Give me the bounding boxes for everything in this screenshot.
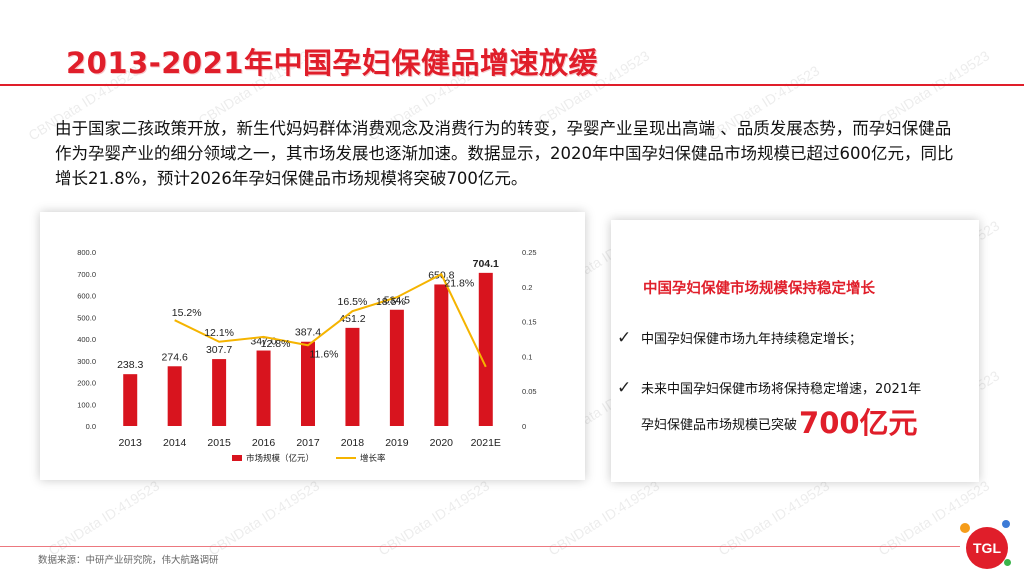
growth-rate-label: 21.8% <box>444 277 474 289</box>
intro-paragraph: 由于国家二孩政策开放，新生代妈妈群体消费观念及消费行为的转变，孕婴产业呈现出高端… <box>55 119 954 188</box>
market-size-chart: 0.0 100.0 200.0 300.0 400.0 500.0 600.0 700.0 80… <box>77 248 537 463</box>
bar <box>212 359 227 426</box>
x-tick-label: 2015 <box>207 437 231 449</box>
summary-point-text: 中国孕妇保健市场九年持续稳定增长； <box>641 332 863 347</box>
bar <box>301 341 315 426</box>
y-right-tick-label: 0.15 <box>522 318 537 327</box>
y-right-tick-label: 0.1 <box>522 352 532 361</box>
y-left-tick-label: 400.0 <box>77 335 96 344</box>
summary-heading: 中国孕妇保健市场规模保持稳定增长 <box>643 281 875 297</box>
growth-rate-label: 15.2% <box>172 307 202 319</box>
bar-value-label: 534.5 <box>384 295 410 307</box>
legend-line-label: 增长率 <box>360 453 386 463</box>
y-left-tick-label: 200.0 <box>77 379 96 388</box>
y-right-tick-label: 0.2 <box>522 283 532 292</box>
bar-value-label: 704.1 <box>473 258 499 270</box>
growth-rate-label: 12.1% <box>204 327 234 339</box>
x-tick-label: 2018 <box>341 437 365 449</box>
bar <box>123 374 138 426</box>
data-source: 数据来源：中研产业研究院，伟大航路调研 <box>38 555 219 566</box>
highlight-row: 孕妇保健品市场规模已突破700亿元 <box>641 400 918 442</box>
x-tick-label: 2014 <box>163 437 187 449</box>
y-right-tick-label: 0.05 <box>522 387 537 396</box>
growth-rate-label: 18.5% <box>376 296 406 308</box>
page-title: 2013-2021年中国孕妇保健品增速放缓 <box>66 46 598 80</box>
bar <box>167 366 182 426</box>
bar-value-label: 274.6 <box>162 351 188 363</box>
chart-card: 0.0 100.0 200.0 300.0 400.0 500.0 600.0 700.0 80… <box>40 212 585 480</box>
check-icon: ✓ <box>617 378 632 398</box>
y-left-tick-label: 100.0 <box>77 400 96 409</box>
logo-dot <box>1002 520 1010 528</box>
x-tick-label: 2017 <box>296 437 320 449</box>
legend-bar-swatch <box>232 455 242 461</box>
bar <box>478 272 493 426</box>
summary-card: 中国孕妇保健市场规模保持稳定增长 ✓ 中国孕妇保健市场九年持续稳定增长； ✓ 未… <box>611 220 979 482</box>
y-left-tick-label: 300.0 <box>77 357 96 366</box>
logo-dot <box>1004 559 1011 566</box>
x-tick-label: 2013 <box>119 437 143 449</box>
footer-divider <box>0 546 960 547</box>
y-left-tick-label: 0.0 <box>86 422 96 431</box>
highlight-value: 700亿元 <box>799 406 918 440</box>
growth-line <box>174 272 487 368</box>
bar <box>256 350 271 426</box>
y-left-tick-label: 600.0 <box>77 292 96 301</box>
bar <box>434 284 449 426</box>
bar-value-label: 238.3 <box>117 359 143 371</box>
growth-rate-label: 12.8% <box>261 338 291 350</box>
highlight-prefix: 孕妇保健品市场规模已突破 <box>641 418 798 433</box>
growth-rate-label: 16.5% <box>338 296 368 308</box>
legend-bar-label: 市场规模（亿元） <box>246 453 314 463</box>
y-left-tick-label: 800.0 <box>77 248 96 257</box>
tgl-logo: TGL <box>966 527 1008 569</box>
x-tick-label: 2016 <box>252 437 276 449</box>
check-icon: ✓ <box>617 328 632 348</box>
bar-value-label: 387.4 <box>295 327 321 339</box>
summary-point-text: 未来中国孕妇保健市场将保持稳定增速，2021年 <box>641 382 922 397</box>
x-tick-label: 2021E <box>471 437 501 449</box>
logo-dot <box>960 523 970 533</box>
bar-value-label: 307.7 <box>206 344 232 356</box>
x-tick-label: 2020 <box>430 437 454 449</box>
bar <box>345 327 360 426</box>
y-right-tick-label: 0.25 <box>522 248 537 257</box>
x-tick-label: 2019 <box>385 437 409 449</box>
title-divider <box>0 84 1024 86</box>
growth-rate-label: 11.6% <box>310 348 339 360</box>
y-right-tick-label: 0 <box>522 422 526 431</box>
y-left-tick-label: 500.0 <box>77 313 96 322</box>
y-left-tick-label: 700.0 <box>77 270 96 279</box>
bar <box>389 309 404 426</box>
